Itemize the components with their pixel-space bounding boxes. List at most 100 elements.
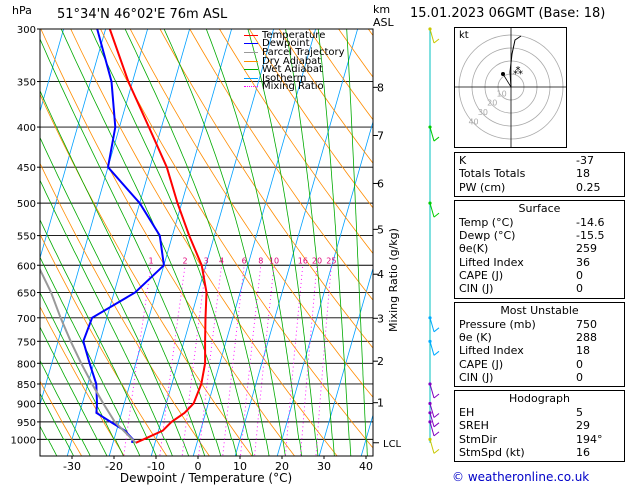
table-row: Temp (°C) -14.6 [459, 216, 620, 229]
isotherm-line [403, 5, 450, 456]
hodograph-ring-label: 10 [497, 89, 507, 98]
wind-barb-dot [428, 437, 432, 441]
wet-adiabat-line [317, 29, 352, 456]
wet-adiabat-line [124, 29, 270, 456]
row-value: 259 [576, 242, 597, 256]
table-row: CIN (J) 0 [459, 371, 620, 384]
row-label: Lifted Index [459, 255, 524, 269]
mixing-ratio-label: 6 [242, 256, 247, 265]
hodograph-table-box: Hodograph EH 5 SREH 29 StmDir 194° StmSpd (kt)… [454, 390, 625, 463]
wind-barb-dot [428, 411, 432, 415]
wind-barb-flag [433, 431, 440, 437]
mixing-ratio-line [159, 265, 186, 456]
skewt-chart: 3003504004505005506006507007508008509009… [11, 5, 450, 485]
wind-barb-staff [429, 383, 435, 399]
row-value: 0 [576, 269, 583, 283]
table-row: CAPE (J) 0 [459, 358, 620, 371]
table-row: Lifted Index 18 [459, 344, 620, 357]
wind-barb [428, 437, 440, 454]
wind-barb-staff [429, 341, 435, 356]
row-value: 194° [576, 432, 603, 446]
dry-adiabat-line [40, 93, 253, 456]
wind-barb-flag [433, 38, 440, 44]
wet-adiabat-line [40, 179, 173, 456]
wind-barb-dot [428, 420, 432, 424]
table-row: EH 5 [459, 406, 620, 419]
wind-barb-dot [428, 401, 432, 406]
legend-label: Mixing Ratio [262, 81, 324, 93]
mixing-ratio-label: 8 [258, 256, 263, 265]
row-label: θe (K) [459, 330, 492, 344]
mixing-ratio-axis-label: Mixing Ratio (g/kg) [387, 228, 400, 332]
hodograph-storm-marker: ⁂ [513, 65, 523, 77]
legend-swatch [244, 86, 258, 88]
wind-barb-staff [429, 403, 435, 418]
wet-adiabat-line [285, 29, 335, 456]
mixing-ratio-label: 2 [183, 256, 188, 265]
temperature-tick-label: 0 [195, 460, 202, 473]
legend-swatch [244, 51, 258, 53]
table-row: PW (cm) 0.25 [459, 181, 620, 194]
wind-barb-staff [429, 28, 435, 44]
isotherm-line [40, 29, 65, 113]
table-row: CIN (J) 0 [459, 282, 620, 295]
wind-barb-flag [433, 448, 440, 454]
dry-adiabat-line [367, 29, 373, 37]
wet-adiabat-line [40, 136, 190, 456]
wind-barb [428, 125, 440, 142]
table-row: Lifted Index 36 [459, 256, 620, 269]
pressure-tick-label: 400 [17, 123, 36, 134]
km-tick-label: 4 [377, 268, 384, 281]
row-value: -37 [576, 154, 594, 167]
most-unstable-title: Most Unstable [500, 303, 579, 317]
legend-item: Dewpoint [244, 38, 345, 50]
pressure-tick-label: 600 [17, 261, 36, 272]
row-value: 36 [576, 255, 590, 269]
wind-barb-staff [429, 439, 435, 454]
hodograph-ring-label: 30 [478, 108, 488, 117]
isotherm-line [108, 29, 233, 456]
km-label: km [373, 3, 391, 16]
row-label: Pressure (mb) [459, 317, 536, 331]
dry-adiabat-line [159, 29, 373, 349]
wind-barb-flag [433, 393, 440, 399]
wind-barb-staff [429, 126, 435, 142]
wet-adiabat-line [40, 256, 141, 456]
row-label: Temp (°C) [459, 215, 514, 229]
legend-label: Isotherm [262, 72, 307, 84]
legend-label: Wet Adiabat [262, 64, 323, 76]
mixing-ratio-line [239, 265, 262, 456]
mixing-ratio-label: 4 [219, 256, 224, 265]
row-label: Dewp (°C) [459, 229, 516, 243]
row-label: CIN (J) [459, 370, 494, 384]
dry-adiabat-line [40, 380, 83, 456]
wind-barb-flag [433, 212, 440, 218]
temperature-tick-label: -20 [105, 460, 123, 473]
legend-swatch [244, 69, 258, 71]
mixing-ratio-label: 10 [269, 256, 279, 265]
row-value: 18 [576, 167, 590, 181]
legend-swatch [244, 43, 258, 45]
wind-barb [428, 401, 440, 418]
table-row: Pressure (mb) 750 [459, 318, 620, 331]
row-label: K [459, 154, 467, 167]
temperature-tick-label: -30 [63, 460, 81, 473]
table-row: StmDir 194° [459, 433, 620, 446]
pressure-tick-label: 850 [17, 380, 36, 391]
wind-barb-dot [428, 382, 432, 386]
row-label: EH [459, 406, 475, 420]
isotherm-line [318, 266, 373, 456]
legend-swatch [244, 34, 258, 36]
wind-barb [428, 27, 440, 44]
wind-barb-flag [433, 350, 440, 356]
wet-adiabat-line [40, 89, 206, 456]
mixing-ratio-label: 1 [149, 256, 154, 265]
dry-adiabat-line [219, 29, 373, 255]
row-label: PW (cm) [459, 180, 506, 194]
row-label: Totals Totals [459, 167, 526, 181]
legend-label: Dewpoint [262, 38, 310, 50]
pressure-tick-label: 350 [17, 78, 36, 89]
km-tick-label: 8 [377, 81, 384, 94]
row-label: θe(K) [459, 242, 489, 256]
